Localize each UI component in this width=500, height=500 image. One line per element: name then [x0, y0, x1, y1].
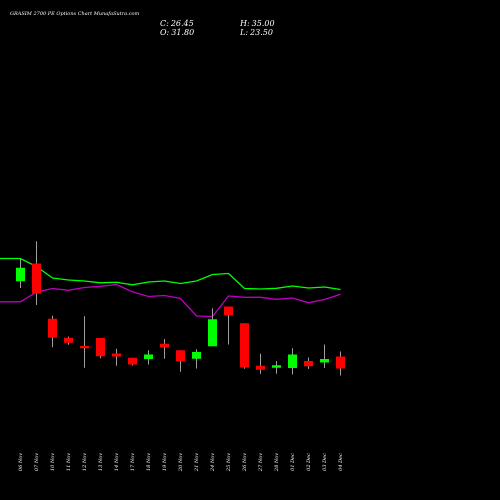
- candle-body: [256, 365, 265, 370]
- candle: [96, 338, 105, 359]
- candle: [64, 336, 73, 345]
- low-label: L:: [240, 28, 249, 37]
- candle-body: [48, 318, 57, 338]
- low-readout: L: 23.50: [240, 28, 273, 37]
- x-tick-label: 26 Nov: [242, 453, 248, 472]
- candle: [112, 348, 121, 366]
- candle-body: [224, 306, 233, 316]
- high-value: 35.00: [251, 19, 275, 28]
- candle-body: [96, 338, 105, 357]
- candle-body: [176, 350, 185, 362]
- x-tick-label: 06 Nov: [18, 453, 24, 471]
- x-tick-label: 20 Nov: [178, 453, 184, 472]
- candle: [144, 350, 153, 365]
- candle-body: [80, 346, 89, 349]
- candle: [160, 339, 169, 359]
- x-tick-label: 21 Nov: [194, 453, 200, 472]
- candle: [80, 316, 89, 368]
- candle-body: [32, 263, 41, 294]
- upper-line: [0, 257, 341, 291]
- high-readout: H: 35.00: [240, 19, 275, 28]
- candle-body: [304, 361, 313, 367]
- x-tick-label: 12 Nov: [82, 453, 88, 471]
- candle-body: [336, 356, 345, 369]
- x-axis-ticks: 06 Nov 07 Nov 10 Nov 11 Nov 12 Nov 13 Nov 14 N…: [18, 453, 344, 472]
- candle-body: [288, 354, 297, 368]
- candle: [32, 241, 41, 305]
- x-tick-label: 10 Nov: [50, 453, 56, 471]
- candle: [272, 361, 281, 374]
- x-tick-label: 13 Nov: [98, 453, 104, 471]
- close-value: 26.45: [170, 19, 194, 28]
- chart-title: GRASIM 2700 PE Options Chart MunafaSutra…: [10, 11, 140, 17]
- candle-body: [144, 354, 153, 359]
- candle: [336, 351, 345, 376]
- x-tick-label: 02 Dec: [306, 453, 312, 471]
- candle: [224, 306, 233, 345]
- indicator-lines: [0, 257, 341, 318]
- candle: [16, 259, 25, 288]
- candle-body: [208, 319, 217, 347]
- x-tick-label: 27 Nov: [258, 453, 264, 472]
- x-tick-label: 28 Nov: [274, 453, 280, 472]
- candle-body: [16, 267, 25, 282]
- high-label: H:: [240, 19, 250, 28]
- x-tick-label: 11 Nov: [66, 453, 72, 471]
- candle-body: [112, 353, 121, 357]
- candle-body: [320, 359, 329, 363]
- x-tick-label: 19 Nov: [162, 453, 168, 471]
- candle: [128, 357, 137, 366]
- candle-body: [272, 365, 281, 368]
- low-value: 23.50: [250, 28, 273, 37]
- candles: [16, 241, 345, 376]
- candle: [176, 350, 185, 372]
- x-tick-label: 18 Nov: [146, 453, 152, 471]
- lower-line: [0, 283, 341, 318]
- candle: [192, 349, 201, 369]
- candle: [48, 315, 57, 348]
- open-readout: O: 31.80: [160, 28, 194, 37]
- candle: [256, 353, 265, 374]
- candle-body: [128, 357, 137, 365]
- candle-body: [160, 343, 169, 348]
- x-tick-label: 25 Nov: [226, 453, 232, 472]
- x-tick-label: 04 Dec: [338, 453, 344, 471]
- candle: [288, 348, 297, 375]
- x-tick-label: 24 Nov: [210, 453, 216, 472]
- candle: [208, 308, 217, 347]
- candle-body: [240, 323, 249, 368]
- x-tick-label: 14 Nov: [114, 453, 120, 471]
- candle: [320, 344, 329, 368]
- candle: [240, 323, 249, 369]
- candle-body: [192, 352, 201, 359]
- close-readout: C: 26.45: [160, 19, 194, 28]
- close-label: C:: [160, 19, 169, 28]
- x-tick-label: 03 Dec: [322, 453, 328, 471]
- x-tick-label: 17 Nov: [130, 453, 136, 471]
- candle-body: [64, 337, 73, 343]
- open-value: 31.80: [171, 28, 195, 37]
- x-tick-label: 01 Dec: [290, 453, 296, 471]
- open-label: O:: [160, 28, 170, 37]
- x-tick-label: 07 Nov: [34, 453, 40, 471]
- candle: [304, 357, 313, 369]
